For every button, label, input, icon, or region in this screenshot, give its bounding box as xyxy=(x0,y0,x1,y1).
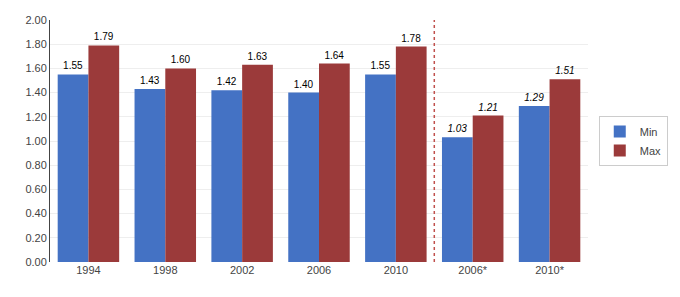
svg-text:1.51: 1.51 xyxy=(555,65,574,76)
svg-text:1.80: 1.80 xyxy=(25,38,46,50)
svg-text:1.79: 1.79 xyxy=(94,31,114,42)
svg-text:1.42: 1.42 xyxy=(217,76,237,87)
svg-text:1.60: 1.60 xyxy=(25,62,46,74)
svg-text:1.78: 1.78 xyxy=(401,33,421,44)
svg-text:1998: 1998 xyxy=(153,264,177,276)
svg-text:0.60: 0.60 xyxy=(25,183,46,195)
svg-text:1.29: 1.29 xyxy=(524,92,544,103)
svg-text:2.00: 2.00 xyxy=(25,14,46,26)
svg-text:1.63: 1.63 xyxy=(248,51,268,62)
svg-text:2010: 2010 xyxy=(384,264,408,276)
svg-text:2010*: 2010* xyxy=(535,264,564,276)
svg-text:2006*: 2006* xyxy=(458,264,487,276)
svg-text:0.40: 0.40 xyxy=(25,207,46,219)
svg-text:1.55: 1.55 xyxy=(371,60,391,71)
svg-text:2006: 2006 xyxy=(307,264,331,276)
svg-text:1.60: 1.60 xyxy=(171,54,191,65)
svg-text:1.55: 1.55 xyxy=(63,60,83,71)
svg-text:1994: 1994 xyxy=(76,264,100,276)
svg-text:1.64: 1.64 xyxy=(324,50,344,61)
svg-text:0.80: 0.80 xyxy=(25,159,46,171)
svg-text:Max: Max xyxy=(640,145,661,157)
svg-text:1.00: 1.00 xyxy=(25,135,46,147)
svg-text:1.43: 1.43 xyxy=(140,75,160,86)
svg-text:0.00: 0.00 xyxy=(25,256,46,268)
svg-text:0.20: 0.20 xyxy=(25,232,46,244)
svg-text:1.20: 1.20 xyxy=(25,111,46,123)
svg-text:1.03: 1.03 xyxy=(447,123,467,134)
svg-text:Min: Min xyxy=(640,126,658,138)
svg-text:1.40: 1.40 xyxy=(294,79,314,90)
svg-text:2002: 2002 xyxy=(230,264,254,276)
svg-text:1.40: 1.40 xyxy=(25,86,46,98)
svg-text:1.21: 1.21 xyxy=(478,102,497,113)
